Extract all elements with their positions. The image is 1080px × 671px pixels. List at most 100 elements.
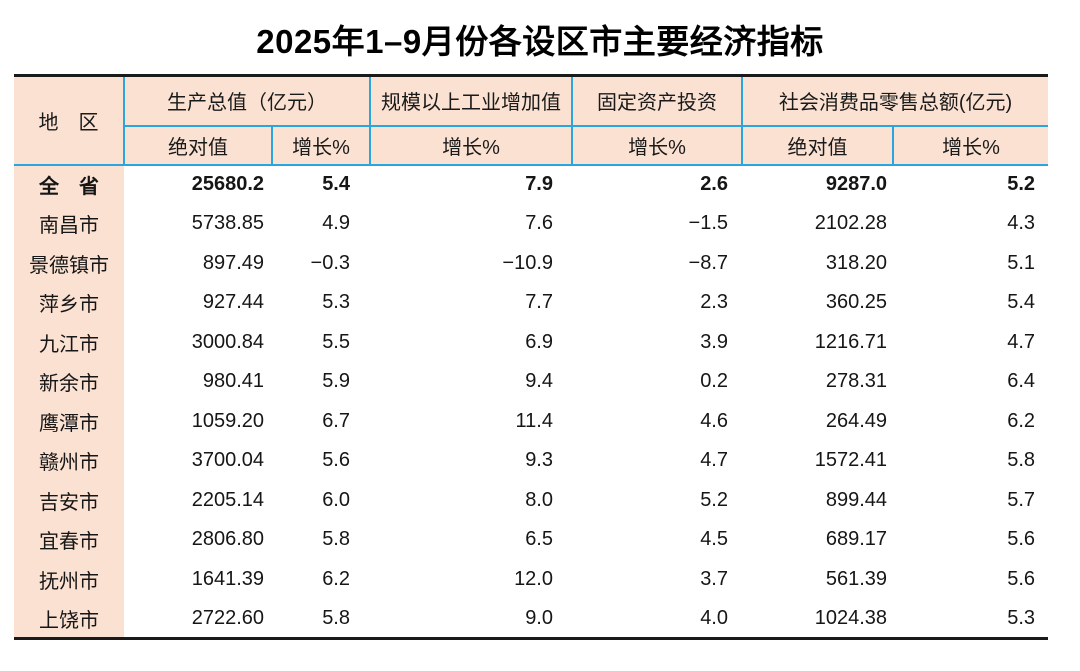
value-cell: 897.49 bbox=[202, 251, 264, 274]
value-cell: 1572.41 bbox=[814, 449, 887, 472]
region-cell: 鹰潭市 bbox=[14, 401, 124, 441]
value-cell: 899.44 bbox=[825, 488, 887, 511]
table-body: 全 省 25680.2 5.4 7.9 2.6 9287.0 5.2 南昌市 5738.85 4.… bbox=[14, 164, 1048, 639]
value-cell: 5.6 bbox=[1007, 567, 1036, 590]
region-cell: 全 省 bbox=[14, 164, 124, 204]
value-cell: 980.41 bbox=[202, 370, 264, 393]
value-cell: 6.9 bbox=[525, 330, 553, 353]
value-cell: 6.5 bbox=[525, 528, 553, 551]
value-cell: 5.6 bbox=[1007, 528, 1036, 551]
table-row: 九江市 3000.84 5.5 6.9 3.9 1216.71 4.7 bbox=[14, 322, 1048, 362]
value-cell: 1024.38 bbox=[814, 606, 887, 629]
value-cell: 8.0 bbox=[525, 488, 553, 511]
value-cell: −0.3 bbox=[310, 251, 350, 274]
region-cell: 九江市 bbox=[14, 322, 124, 362]
table-header: 地 区 生产总值（亿元） 规模以上工业增加值 固定资产投资 社会消费品零售总额(… bbox=[14, 75, 1049, 166]
value-cell: −1.5 bbox=[688, 212, 728, 235]
value-cell: 5.1 bbox=[1007, 251, 1036, 274]
value-cell: 2102.28 bbox=[814, 212, 887, 235]
table-row: 吉安市 2205.14 6.0 8.0 5.2 899.44 5.7 bbox=[14, 480, 1048, 520]
header-group-gdp: 生产总值（亿元） bbox=[124, 75, 371, 127]
table-row: 全 省 25680.2 5.4 7.9 2.6 9287.0 5.2 bbox=[14, 164, 1048, 204]
value-cell: 5.2 bbox=[1007, 173, 1036, 196]
value-cell: 9287.0 bbox=[825, 173, 887, 196]
value-cell: 5.7 bbox=[1007, 488, 1036, 511]
region-cell: 新余市 bbox=[14, 362, 124, 402]
subheader-gdp-growth: 增长% bbox=[272, 125, 371, 166]
value-cell: 4.7 bbox=[700, 449, 728, 472]
value-cell: 7.6 bbox=[525, 212, 553, 235]
value-cell: 5.3 bbox=[1007, 606, 1036, 629]
value-cell: 5.4 bbox=[1007, 291, 1036, 314]
value-cell: 2.3 bbox=[700, 291, 728, 314]
value-cell: 5.9 bbox=[322, 370, 350, 393]
subheader-industrial-growth: 增长% bbox=[370, 125, 573, 166]
header-region: 地 区 bbox=[14, 75, 125, 166]
value-cell: 4.3 bbox=[1007, 212, 1036, 235]
table-row: 新余市 980.41 5.9 9.4 0.2 278.31 6.4 bbox=[14, 362, 1048, 402]
value-cell: 5.8 bbox=[1007, 449, 1036, 472]
value-cell: 3700.04 bbox=[191, 449, 264, 472]
value-cell: 4.0 bbox=[700, 606, 728, 629]
economic-indicators-table: 地 区 生产总值（亿元） 规模以上工业增加值 固定资产投资 社会消费品零售总额(… bbox=[14, 74, 1049, 640]
table-row: 上饶市 2722.60 5.8 9.0 4.0 1024.38 5.3 bbox=[14, 599, 1048, 639]
value-cell: 5.5 bbox=[322, 330, 350, 353]
value-cell: 7.7 bbox=[525, 291, 553, 314]
value-cell: 6.0 bbox=[322, 488, 350, 511]
header-group-industrial-output: 规模以上工业增加值 bbox=[370, 75, 573, 127]
value-cell: 4.9 bbox=[322, 212, 350, 235]
value-cell: 4.5 bbox=[700, 528, 728, 551]
table-row: 赣州市 3700.04 5.6 9.3 4.7 1572.41 5.8 bbox=[14, 441, 1048, 481]
value-cell: 561.39 bbox=[825, 567, 887, 590]
value-cell: 6.7 bbox=[322, 409, 350, 432]
value-cell: 1059.20 bbox=[191, 409, 264, 432]
value-cell: 264.49 bbox=[825, 409, 887, 432]
value-cell: 2722.60 bbox=[191, 606, 264, 629]
value-cell: 927.44 bbox=[202, 291, 264, 314]
table-row: 南昌市 5738.85 4.9 7.6 −1.5 2102.28 4.3 bbox=[14, 204, 1048, 244]
value-cell: 6.2 bbox=[1007, 409, 1036, 432]
value-cell: 5738.85 bbox=[191, 212, 264, 235]
value-cell: 11.4 bbox=[515, 409, 553, 432]
value-cell: −10.9 bbox=[502, 251, 553, 274]
value-cell: 9.0 bbox=[525, 606, 553, 629]
header-group-retail-sales: 社会消费品零售总额(亿元) bbox=[742, 75, 1049, 127]
region-cell: 萍乡市 bbox=[14, 283, 124, 323]
value-cell: 5.8 bbox=[322, 528, 350, 551]
value-cell: 2.6 bbox=[700, 173, 728, 196]
value-cell: 0.2 bbox=[700, 370, 728, 393]
table-row: 宜春市 2806.80 5.8 6.5 4.5 689.17 5.6 bbox=[14, 520, 1048, 560]
table-row: 景德镇市 897.49 −0.3 −10.9 −8.7 318.20 5.1 bbox=[14, 243, 1048, 283]
value-cell: 6.4 bbox=[1007, 370, 1036, 393]
value-cell: −8.7 bbox=[688, 251, 728, 274]
value-cell: 9.3 bbox=[525, 449, 553, 472]
value-cell: 3.9 bbox=[700, 330, 728, 353]
subheader-gdp-absolute: 绝对值 bbox=[124, 125, 273, 166]
region-cell: 宜春市 bbox=[14, 520, 124, 560]
value-cell: 1641.39 bbox=[191, 567, 264, 590]
value-cell: 5.2 bbox=[700, 488, 728, 511]
subheader-retail-absolute: 绝对值 bbox=[742, 125, 894, 166]
value-cell: 5.3 bbox=[322, 291, 350, 314]
value-cell: 2205.14 bbox=[191, 488, 264, 511]
value-cell: 2806.80 bbox=[191, 528, 264, 551]
value-cell: 3.7 bbox=[700, 567, 728, 590]
region-cell: 南昌市 bbox=[14, 204, 124, 244]
value-cell: 4.6 bbox=[700, 409, 728, 432]
value-cell: 4.7 bbox=[1007, 330, 1036, 353]
subheader-fai-growth: 增长% bbox=[572, 125, 743, 166]
header-group-fixed-asset-investment: 固定资产投资 bbox=[572, 75, 743, 127]
region-cell: 景德镇市 bbox=[14, 243, 124, 283]
value-cell: 278.31 bbox=[825, 370, 887, 393]
value-cell: 5.8 bbox=[322, 606, 350, 629]
value-cell: 689.17 bbox=[825, 528, 887, 551]
value-cell: 12.0 bbox=[514, 567, 553, 590]
page-title: 2025年1–9月份各设区市主要经济指标 bbox=[256, 23, 824, 60]
value-cell: 5.6 bbox=[322, 449, 350, 472]
subheader-retail-growth: 增长% bbox=[893, 125, 1049, 166]
table-row: 鹰潭市 1059.20 6.7 11.4 4.6 264.49 6.2 bbox=[14, 401, 1048, 441]
table-row: 抚州市 1641.39 6.2 12.0 3.7 561.39 5.6 bbox=[14, 559, 1048, 599]
value-cell: 25680.2 bbox=[191, 173, 264, 196]
table-row: 萍乡市 927.44 5.3 7.7 2.3 360.25 5.4 bbox=[14, 283, 1048, 323]
value-cell: 6.2 bbox=[322, 567, 350, 590]
